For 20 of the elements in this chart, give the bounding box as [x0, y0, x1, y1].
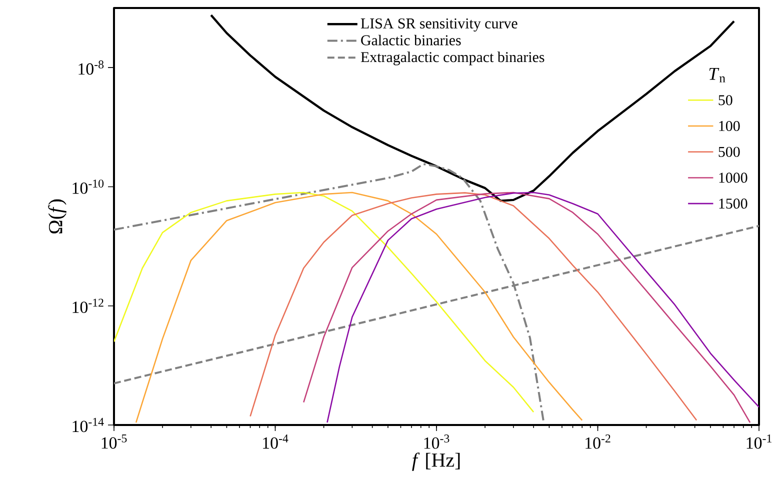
- x-tick-label: 10$^{-2}$: [586, 434, 610, 449]
- y-tick-label: 10$^{-14}$: [72, 418, 104, 432]
- legend-label: LISA SR sensitivity curve: [360, 18, 518, 32]
- legend-label: Extragalactic compact binaries: [360, 52, 544, 66]
- legend-label: 1000: [719, 172, 748, 183]
- y-axis-title: Ω(f): [48, 199, 66, 234]
- y-tick-label: 10$^{-10}$: [72, 180, 104, 194]
- legend-label: 500: [718, 146, 740, 157]
- legend-label: Galactic binaries: [361, 34, 461, 46]
- legend-label: 50: [718, 95, 732, 106]
- x-tick-label: 10$^{-1}$: [746, 434, 772, 449]
- x-tick-label: 10$^{-3}$: [424, 434, 450, 449]
- legend-label: 100: [719, 120, 740, 132]
- x-tick-label: 10$^{-4}$: [263, 434, 288, 449]
- legend-title: T$_{n}$: [709, 68, 726, 82]
- legend-label: 1500: [719, 198, 748, 209]
- x-axis-title: f [Hz]: [412, 452, 460, 471]
- y-tick-label: 10$^{-12}$: [72, 298, 104, 314]
- y-tick-label: 10$^{-8}$: [78, 60, 104, 75]
- x-tick-label: 10$^{-5}$: [102, 434, 127, 449]
